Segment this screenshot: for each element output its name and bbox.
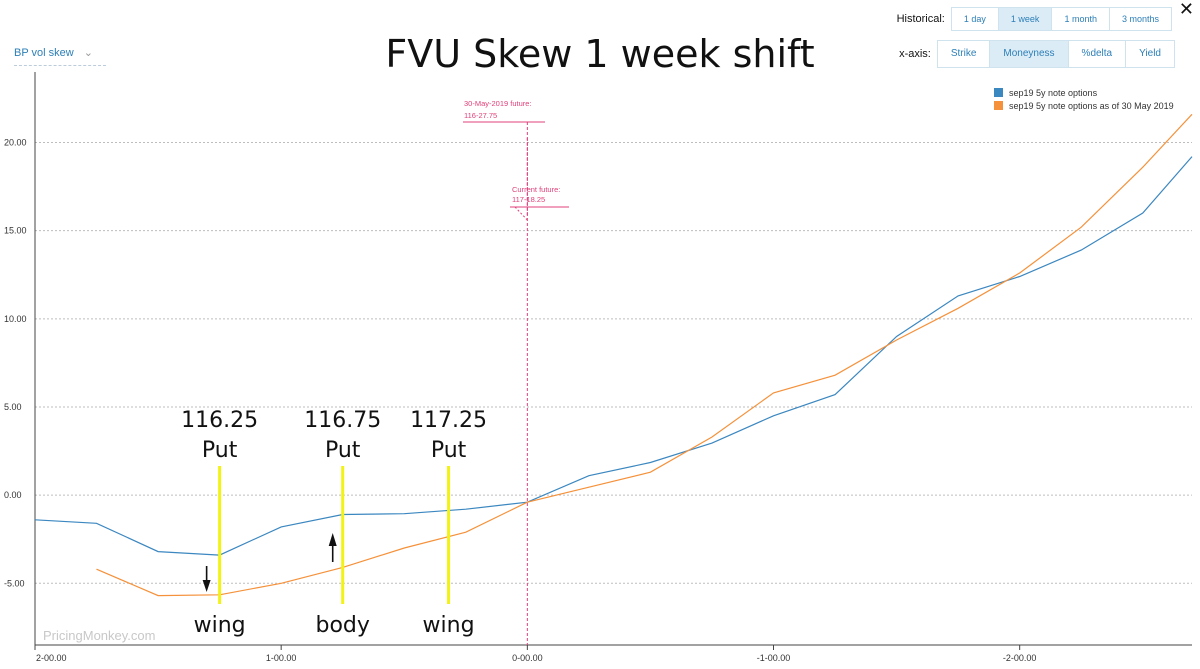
current-future-value: 117-18.25: [512, 195, 545, 204]
historical-1-week-button[interactable]: 1 week: [998, 8, 1053, 30]
chart-legend: sep19 5y note options sep19 5y note opti…: [994, 86, 1174, 112]
x-tick-label: 2-00.00: [36, 653, 67, 663]
legend-label: sep19 5y note options: [1009, 87, 1098, 98]
xaxis-label: x-axis:: [899, 48, 931, 60]
arrow-down-icon: [202, 580, 211, 592]
arrow-up-icon: [328, 533, 337, 546]
position-label: wing: [423, 613, 475, 638]
legend-label: sep19 5y note options as of 30 May 2019: [1009, 100, 1174, 111]
xaxis-delta-button[interactable]: %delta: [1068, 41, 1127, 67]
strike-label: 117.25: [410, 408, 487, 433]
xaxis-moneyness-button[interactable]: Moneyness: [990, 41, 1069, 67]
y-tick-label: 15.00: [4, 226, 27, 236]
x-tick-label: -2-00.00: [1003, 653, 1037, 663]
strike-label: 116.25: [181, 408, 258, 433]
past-future-label: 30-May-2019 future:: [464, 99, 532, 108]
xaxis-control: x-axis: Strike Moneyness %delta Yield: [899, 40, 1175, 68]
y-tick-label: -5.00: [4, 578, 25, 588]
current-future-label: Current future:: [512, 185, 560, 194]
y-tick-label: 20.00: [4, 138, 27, 148]
y-tick-label: 0.00: [4, 490, 22, 500]
option-type-label: Put: [202, 438, 238, 463]
series-line-current[interactable]: [34, 156, 1193, 556]
historical-label: Historical:: [896, 13, 945, 25]
series-line-historical[interactable]: [96, 113, 1193, 597]
xaxis-yield-button[interactable]: Yield: [1126, 41, 1174, 67]
y-tick-label: 5.00: [4, 402, 22, 412]
historical-3-months-button[interactable]: 3 months: [1109, 8, 1171, 30]
option-type-label: Put: [431, 438, 467, 463]
legend-item[interactable]: sep19 5y note options: [994, 86, 1174, 99]
historical-1-day-button[interactable]: 1 day: [951, 8, 999, 30]
option-type-label: Put: [325, 438, 361, 463]
legend-swatch-blue: [994, 88, 1003, 97]
legend-item[interactable]: sep19 5y note options as of 30 May 2019: [994, 99, 1174, 112]
chart-title: FVU Skew 1 week shift: [385, 32, 815, 76]
strike-label: 116.75: [304, 408, 381, 433]
close-icon[interactable]: ✕: [1178, 0, 1194, 19]
chart-selector-dropdown[interactable]: BP vol skew ⌄: [14, 46, 106, 66]
legend-swatch-orange: [994, 101, 1003, 110]
historical-control: Historical: 1 day 1 week 1 month 3 month…: [897, 7, 1172, 31]
current-future-connector: [514, 206, 528, 221]
x-tick-label: 1-00.00: [266, 653, 297, 663]
chart-selector-label: BP vol skew: [14, 46, 74, 59]
x-tick-label: 0-00.00: [512, 653, 543, 663]
xaxis-strike-button[interactable]: Strike: [937, 41, 991, 67]
y-tick-label: 10.00: [4, 314, 27, 324]
chevron-down-icon: ⌄: [83, 47, 93, 59]
past-future-value: 116-27.75: [464, 111, 497, 120]
x-tick-label: -1-00.00: [757, 653, 791, 663]
position-label: wing: [194, 613, 246, 638]
historical-1-month-button[interactable]: 1 month: [1052, 8, 1110, 30]
position-label: body: [316, 613, 370, 638]
xaxis-button-group: Strike Moneyness %delta Yield: [936, 40, 1175, 68]
historical-button-group: 1 day 1 week 1 month 3 months: [950, 7, 1172, 31]
watermark-text: PricingMonkey.com: [43, 628, 155, 643]
